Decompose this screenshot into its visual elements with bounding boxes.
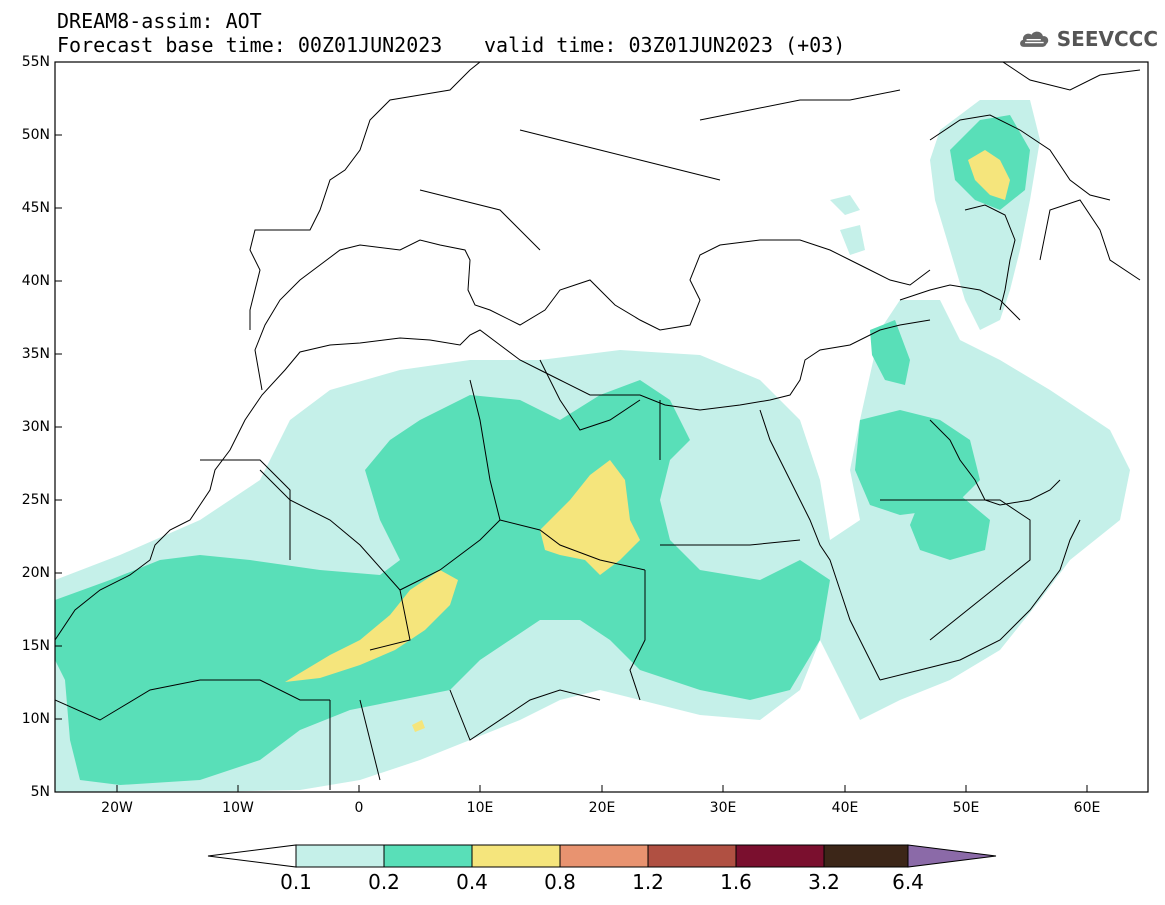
lon-label: 50E — [952, 800, 980, 816]
colorbar-under-arrow — [207, 844, 297, 868]
seevccc-logo: SEEVCCC — [1018, 22, 1158, 56]
lon-label: 20E — [588, 800, 616, 816]
lat-label: 40N — [21, 273, 50, 289]
colorbar-label: 1.6 — [720, 870, 752, 894]
colorbar-label: 1.2 — [632, 870, 664, 894]
lon-label: 20W — [101, 800, 133, 816]
colorbar — [207, 844, 997, 868]
lon-label: 0 — [354, 800, 364, 816]
axis-ticks — [55, 61, 1088, 792]
lat-label: 55N — [21, 54, 50, 70]
colorbar-over-arrow — [907, 844, 997, 868]
colorbar-label: 0.4 — [456, 870, 488, 894]
lat-label: 15N — [21, 638, 50, 654]
lat-label: 20N — [21, 565, 50, 581]
lat-label: 35N — [21, 346, 50, 362]
cloud-icon — [1020, 31, 1049, 47]
colorbar-label: 3.2 — [808, 870, 840, 894]
lat-label: 45N — [21, 200, 50, 216]
valid-time: valid time: 03Z01JUN2023 (+03) — [484, 33, 846, 57]
lat-label: 10N — [21, 711, 50, 727]
coastlines — [55, 62, 1141, 792]
map-title: DREAM8-assim: AOT — [57, 9, 262, 33]
colorbar-label: 0.8 — [544, 870, 576, 894]
lat-label: 50N — [21, 127, 50, 143]
lon-label: 60E — [1073, 800, 1101, 816]
lat-label: 30N — [21, 419, 50, 435]
lon-label: 10W — [222, 800, 254, 816]
aot-level-0.4 — [285, 150, 1010, 732]
aot-field — [55, 100, 1130, 792]
lat-label: 5N — [30, 784, 50, 800]
lon-label: 30E — [709, 800, 737, 816]
lon-label: 10E — [466, 800, 494, 816]
colorbar-label: 6.4 — [892, 870, 924, 894]
forecast-base-time: Forecast base time: 00Z01JUN2023 — [57, 33, 443, 57]
colorbar-label: 0.1 — [280, 870, 312, 894]
colorbar-label: 0.2 — [368, 870, 400, 894]
lon-label: 40E — [831, 800, 859, 816]
lat-label: 25N — [21, 492, 50, 508]
logo-text: SEEVCCC — [1056, 27, 1158, 51]
